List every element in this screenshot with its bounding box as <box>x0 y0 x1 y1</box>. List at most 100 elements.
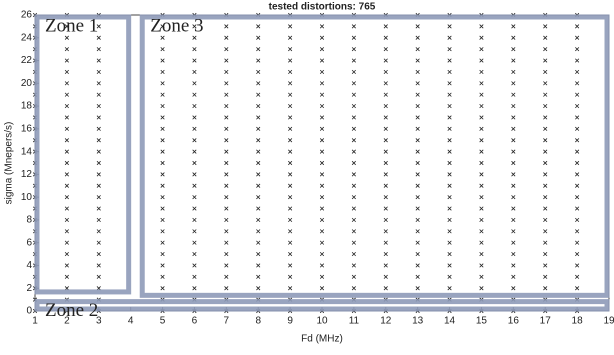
point <box>192 126 197 131</box>
point <box>543 263 548 268</box>
point <box>415 195 420 200</box>
point <box>575 183 580 188</box>
point <box>479 274 484 279</box>
x-tick-label: 7 <box>224 316 230 327</box>
x-tick-label: 16 <box>508 316 520 327</box>
point <box>383 115 388 120</box>
point <box>415 47 420 52</box>
point <box>415 138 420 143</box>
zone-box <box>34 14 132 295</box>
point <box>351 274 356 279</box>
point <box>575 35 580 40</box>
point <box>288 92 293 97</box>
point <box>256 217 261 223</box>
x-tick-label: 6 <box>192 316 198 327</box>
point <box>351 58 356 63</box>
point <box>96 138 101 143</box>
point <box>543 149 548 154</box>
point <box>447 126 452 131</box>
point <box>288 251 293 257</box>
point <box>256 92 261 97</box>
point <box>351 195 356 200</box>
point <box>64 240 69 245</box>
zone-label: Zone 3 <box>150 15 203 36</box>
point <box>288 240 293 245</box>
point <box>96 69 101 75</box>
point <box>479 160 484 166</box>
point <box>447 92 452 97</box>
point <box>160 126 165 131</box>
point <box>224 286 229 291</box>
point <box>383 35 388 40</box>
point <box>192 172 197 177</box>
point <box>511 183 516 188</box>
point <box>543 69 548 75</box>
point <box>224 217 229 223</box>
point <box>64 58 69 63</box>
point <box>96 126 101 131</box>
point <box>447 240 452 245</box>
point <box>415 274 420 279</box>
point <box>351 115 356 120</box>
point <box>479 69 484 75</box>
zone-box <box>139 14 610 298</box>
point <box>288 35 293 40</box>
y-tick-label: 8 <box>26 215 32 226</box>
x-tick-label: 11 <box>349 316 360 327</box>
point <box>96 274 101 279</box>
point <box>415 92 420 97</box>
point <box>64 81 69 86</box>
point <box>288 172 293 177</box>
point <box>351 35 356 40</box>
point <box>543 286 548 291</box>
point <box>160 58 165 63</box>
point <box>288 126 293 131</box>
point <box>64 172 69 177</box>
point <box>479 138 484 143</box>
point <box>351 149 356 154</box>
point <box>192 183 197 188</box>
point <box>479 206 484 211</box>
x-tick-label: 19 <box>603 316 614 327</box>
point <box>256 24 261 29</box>
point <box>319 35 325 40</box>
point <box>383 58 388 63</box>
point <box>256 126 261 131</box>
point <box>415 217 420 223</box>
point <box>160 183 165 188</box>
point <box>511 149 516 154</box>
point <box>192 149 197 154</box>
point <box>224 47 229 52</box>
point <box>415 263 420 268</box>
point <box>224 251 229 257</box>
point <box>224 274 229 279</box>
point <box>288 81 293 86</box>
point <box>383 229 388 234</box>
point <box>96 149 101 154</box>
point <box>256 69 261 75</box>
point <box>447 160 452 166</box>
point <box>319 149 325 154</box>
point <box>479 229 484 234</box>
point <box>543 206 548 211</box>
point <box>96 81 101 86</box>
point <box>383 195 388 200</box>
chart-title: tested distortions: 765 <box>269 2 376 13</box>
point <box>511 217 516 223</box>
point <box>319 183 325 188</box>
point <box>415 183 420 188</box>
point <box>351 183 356 188</box>
point <box>319 195 325 200</box>
point <box>511 115 516 120</box>
point <box>447 103 452 109</box>
point <box>319 115 325 120</box>
point <box>256 138 261 143</box>
point <box>319 81 325 86</box>
point <box>543 138 548 143</box>
point <box>383 47 388 52</box>
point <box>96 35 101 40</box>
point <box>479 149 484 154</box>
point <box>160 115 165 120</box>
point <box>224 172 229 177</box>
point <box>224 69 229 75</box>
